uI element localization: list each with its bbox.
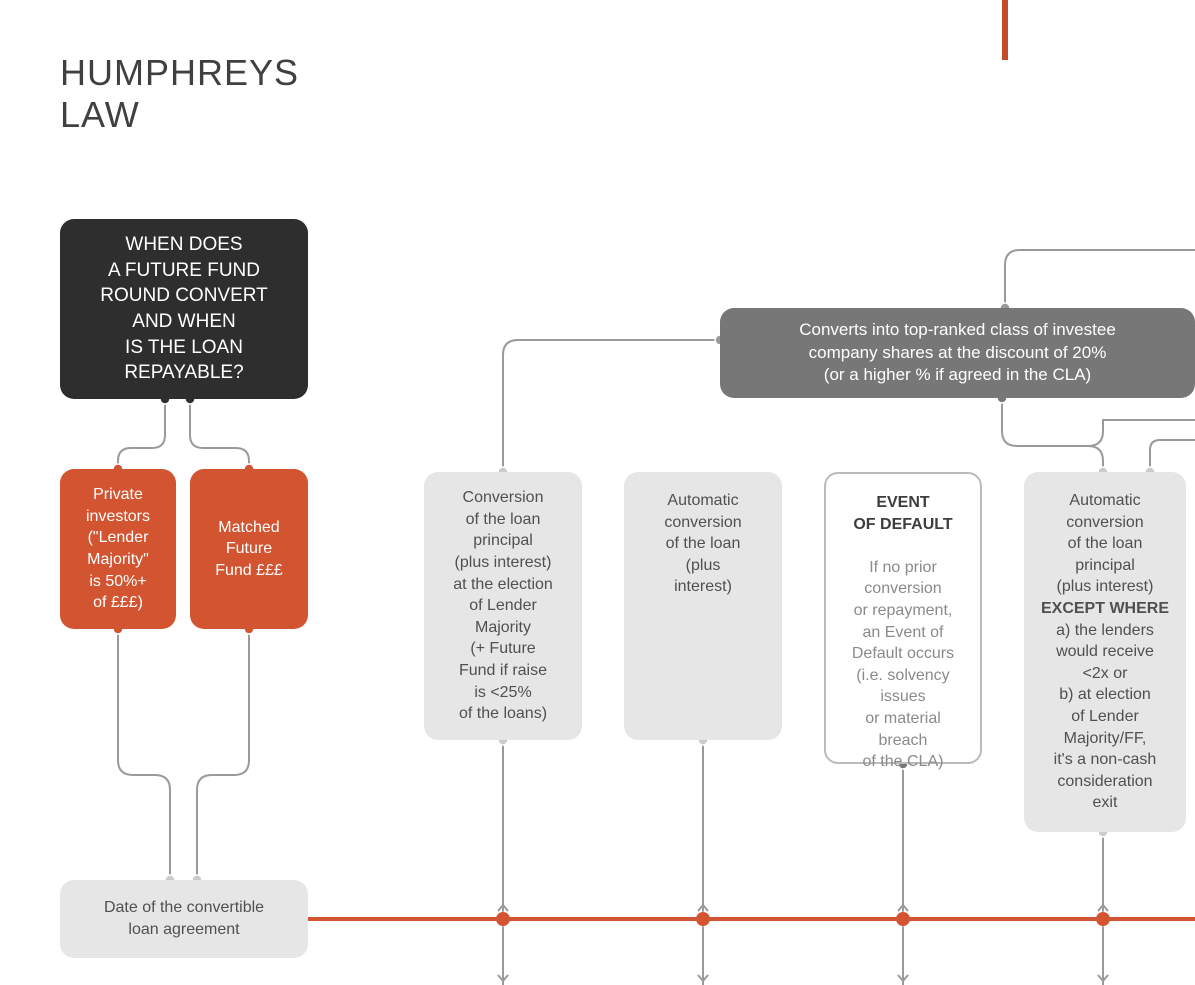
node-converts: Converts into top-ranked class of invest… <box>720 308 1195 398</box>
node-mff: MatchedFutureFund £££ <box>190 469 308 629</box>
node-priv: Privateinvestors("LenderMajority"is 50%+… <box>60 469 176 629</box>
node-col3: EVENTOF DEFAULTIf no priorconversionor r… <box>824 472 982 764</box>
connector-layer <box>0 0 1195 985</box>
accent-bar <box>1002 0 1008 60</box>
page-title-line2: LAW <box>60 94 299 136</box>
node-col1: Conversionof the loanprincipal(plus inte… <box>424 472 582 740</box>
node-col2: Automaticconversionof the loan(plusinter… <box>624 472 782 740</box>
page-title-line1: HUMPHREYS <box>60 52 299 94</box>
node-q: WHEN DOESA FUTURE FUNDROUND CONVERTAND W… <box>60 219 308 399</box>
page-title: HUMPHREYS LAW <box>60 52 299 136</box>
node-date: Date of the convertibleloan agreement <box>60 880 308 958</box>
node-col4: Automaticconversionof the loanprincipal(… <box>1024 472 1186 832</box>
